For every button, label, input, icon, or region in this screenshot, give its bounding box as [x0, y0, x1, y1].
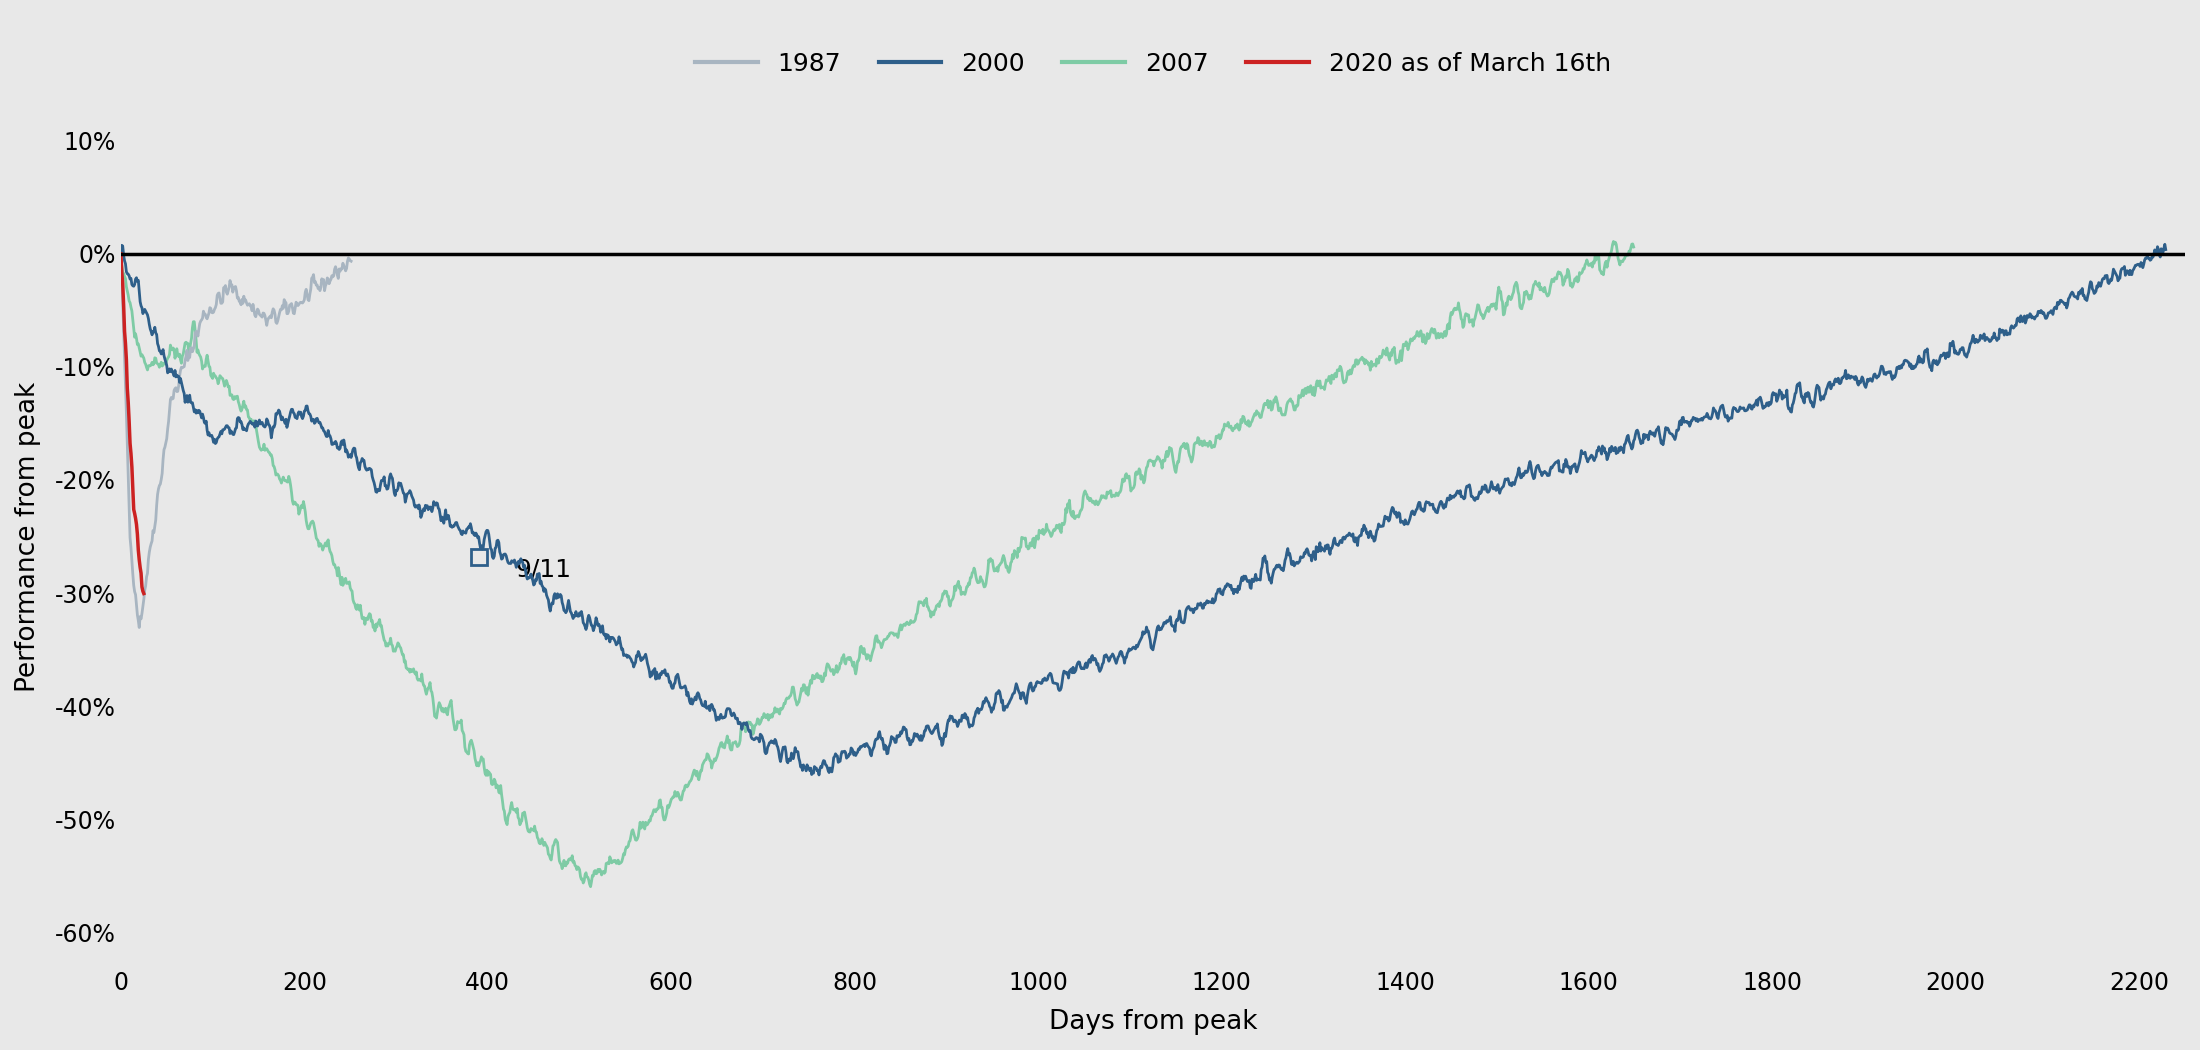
Y-axis label: Performance from peak: Performance from peak [15, 381, 42, 692]
Text: 9/11: 9/11 [515, 558, 572, 581]
X-axis label: Days from peak: Days from peak [1049, 1009, 1256, 1035]
Legend: 1987, 2000, 2007, 2020 as of March 16th: 1987, 2000, 2007, 2020 as of March 16th [684, 42, 1621, 86]
